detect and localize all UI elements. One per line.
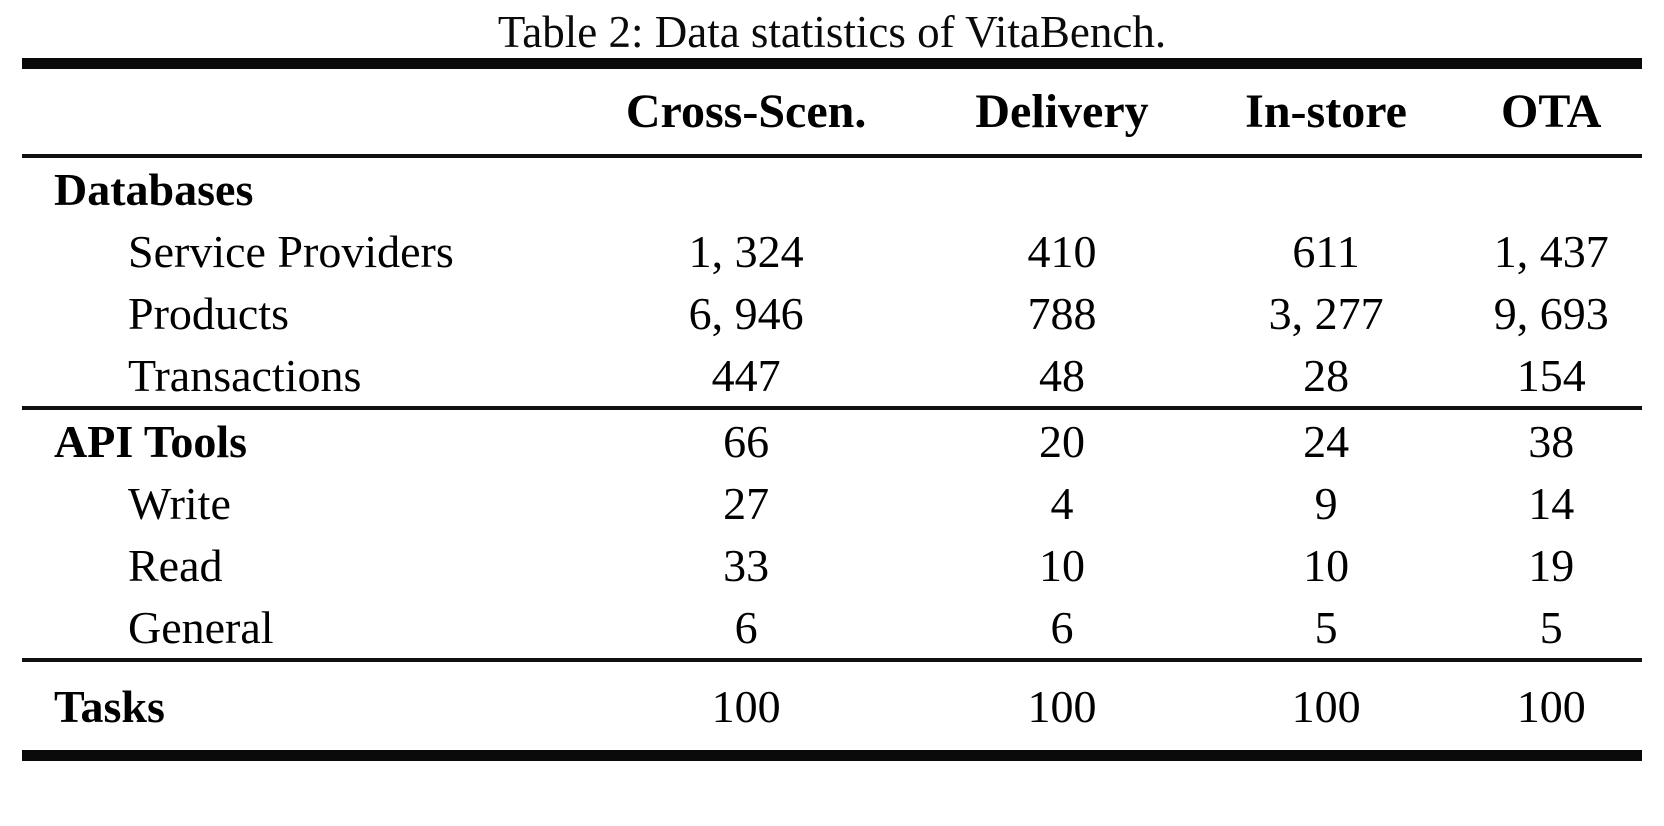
- table-row-general: General 6 6 5 5: [22, 596, 1642, 658]
- cell-value: 100: [1516, 680, 1586, 732]
- table-row-tasks: Tasks 100 100 100 100: [22, 662, 1642, 750]
- row-label: General: [128, 601, 274, 653]
- table-row-read: Read 33 10 10 19: [22, 534, 1642, 596]
- cell-value: 1, 324: [688, 225, 804, 277]
- cell-value: 611: [1292, 225, 1360, 277]
- cell-value: 9, 693: [1493, 287, 1609, 339]
- cell-value: 6, 946: [688, 287, 804, 339]
- cell-value: 10: [1303, 539, 1350, 591]
- cell-value: 19: [1528, 539, 1575, 591]
- cell-value: 788: [1027, 287, 1097, 339]
- table-row-databases: Databases: [22, 158, 1642, 220]
- cell-value: 6: [1050, 601, 1074, 653]
- cell-value: 100: [711, 680, 781, 732]
- cell-value: 1, 437: [1493, 225, 1609, 277]
- bottom-rule: [22, 750, 1642, 761]
- row-label: Service Providers: [128, 225, 454, 277]
- cell-value: 28: [1303, 349, 1350, 401]
- table-caption: Table 2: Data statistics of VitaBench.: [497, 7, 1167, 57]
- cell-value: 5: [1539, 601, 1563, 653]
- cell-value: 6: [734, 601, 758, 653]
- row-label: Transactions: [128, 349, 362, 401]
- cell-value: 3, 277: [1268, 287, 1384, 339]
- cell-value: 447: [711, 349, 781, 401]
- top-rule: [22, 58, 1642, 69]
- header-ota: OTA: [1501, 85, 1602, 138]
- row-label: Products: [128, 287, 289, 339]
- header-rule: [22, 154, 1642, 158]
- header-in-store: In-store: [1245, 85, 1407, 138]
- cell-value: 4: [1050, 477, 1074, 529]
- table-row-api-tools: API Tools 66 20 24 38: [22, 410, 1642, 472]
- table-row-products: Products 6, 946 788 3, 277 9, 693: [22, 282, 1642, 344]
- header-delivery: Delivery: [975, 85, 1149, 138]
- cell-value: 14: [1528, 477, 1575, 529]
- cell-value: 24: [1303, 415, 1350, 467]
- section-rule-databases: [22, 406, 1642, 410]
- row-label: Databases: [54, 163, 254, 215]
- cell-value: 9: [1314, 477, 1338, 529]
- cell-value: 27: [723, 477, 770, 529]
- row-label: Tasks: [54, 680, 165, 732]
- cell-value: 5: [1314, 601, 1338, 653]
- row-label: Read: [128, 539, 223, 591]
- cell-value: 410: [1027, 225, 1097, 277]
- table-row-write: Write 27 4 9 14: [22, 472, 1642, 534]
- section-rule-api-tools: [22, 658, 1642, 662]
- cell-value: 100: [1027, 680, 1097, 732]
- cell-value: 38: [1528, 415, 1575, 467]
- row-label: Write: [128, 477, 231, 529]
- table-row-transactions: Transactions 447 48 28 154: [22, 344, 1642, 406]
- table-header-row: Cross-Scen. Delivery In-store OTA: [22, 69, 1642, 154]
- cell-value: 10: [1039, 539, 1086, 591]
- cell-value: 66: [723, 415, 770, 467]
- cell-value: 20: [1039, 415, 1086, 467]
- row-label: API Tools: [54, 415, 248, 467]
- cell-value: 48: [1039, 349, 1086, 401]
- table-row-service-providers: Service Providers 1, 324 410 611 1, 437: [22, 220, 1642, 282]
- cell-value: 100: [1291, 680, 1361, 732]
- header-cross-scen: Cross-Scen.: [625, 85, 867, 138]
- cell-value: 33: [723, 539, 770, 591]
- cell-value: 154: [1516, 349, 1586, 401]
